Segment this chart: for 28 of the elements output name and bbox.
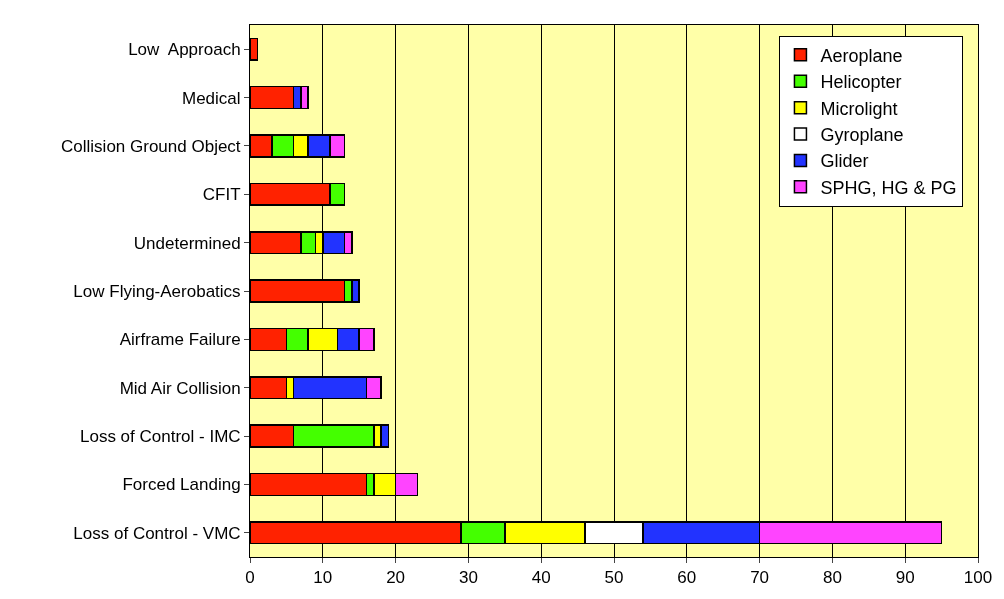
x-tick-label: 0 xyxy=(245,568,255,588)
y-tick-label: Loss of Control - IMC xyxy=(79,427,241,447)
x-tick-label: 60 xyxy=(677,568,697,588)
x-tick-label: 80 xyxy=(822,568,842,588)
legend-label: Microlight xyxy=(820,98,898,119)
y-tick-label: Low Flying-Aerobatics xyxy=(73,281,241,301)
y-tick-label: Airframe Failure xyxy=(119,330,241,350)
legend-label: Aeroplane xyxy=(820,45,903,66)
y-tick-label: CFIT xyxy=(202,185,241,205)
x-tick-label: 100 xyxy=(963,568,993,588)
x-tick-label: 70 xyxy=(750,568,770,588)
x-tick-label: 20 xyxy=(386,568,406,588)
y-tick-label: Low Approach xyxy=(128,40,241,60)
legend-label: SPHG, HG & PG xyxy=(820,177,957,198)
y-tick-label: Collision Ground Object xyxy=(61,136,241,156)
x-tick-label: 10 xyxy=(313,568,333,588)
x-tick-label: 30 xyxy=(458,568,478,588)
x-tick-label: 90 xyxy=(895,568,915,588)
y-tick-label: Loss of Control - VMC xyxy=(73,523,241,543)
x-tick-label: 40 xyxy=(531,568,551,588)
y-tick-label: Mid Air Collision xyxy=(119,378,241,398)
legend-label: Glider xyxy=(820,151,869,172)
legend-label: Helicopter xyxy=(820,72,902,93)
y-tick-label: Forced Landing xyxy=(122,475,241,495)
legend-label: Gyroplane xyxy=(820,125,904,146)
x-tick-label: 50 xyxy=(604,568,624,588)
y-tick-label: Undetermined xyxy=(133,233,241,253)
y-tick-label: Medical xyxy=(182,88,241,108)
